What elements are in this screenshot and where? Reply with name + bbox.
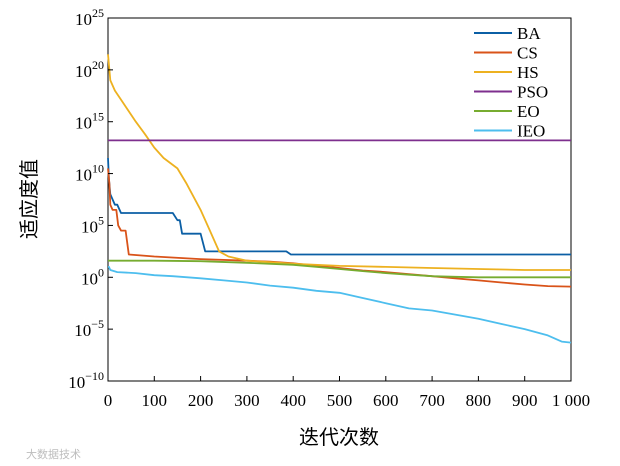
- y-axis-title: 适应度值: [17, 159, 41, 239]
- legend-label-ieo: IEO: [517, 122, 545, 141]
- x-tick-label: 400: [280, 391, 306, 410]
- y-tick-label: 1025: [75, 6, 104, 29]
- x-tick-label: 200: [188, 391, 214, 410]
- legend-label-eo: EO: [517, 102, 540, 121]
- legend-label-cs: CS: [517, 44, 538, 63]
- x-tick-label: 100: [142, 391, 168, 410]
- axes: 0 100 200 300 400 500 600 700 800 900 1 000 10−10 10…: [68, 6, 590, 410]
- series-line-eo: [108, 259, 571, 279]
- series-line-hs: [107, 54, 571, 271]
- legend-label-ba: BA: [517, 24, 541, 43]
- x-tick-label: 1 000: [552, 391, 590, 410]
- y-tick-label: 10−5: [74, 317, 104, 340]
- y-tick-label: 105: [81, 213, 104, 236]
- y-tick-label: 100: [81, 265, 104, 288]
- watermark-text: 大数据技术: [26, 447, 81, 461]
- y-tick-label: 1010: [75, 162, 104, 185]
- x-tick-label: 900: [512, 391, 538, 410]
- legend-label-pso: PSO: [517, 83, 548, 102]
- x-tick-label: 300: [234, 391, 260, 410]
- x-axis-title: 迭代次数: [299, 425, 379, 449]
- y-tick-label: 10−10: [68, 369, 104, 392]
- legend-label-hs: HS: [517, 63, 539, 82]
- series-line-ieo: [108, 266, 572, 344]
- x-tick-label: 500: [327, 391, 353, 410]
- x-tick-label: 0: [104, 391, 113, 410]
- series-lines: [107, 54, 572, 344]
- x-tick-label: 700: [419, 391, 445, 410]
- series-line-ba: [107, 157, 571, 256]
- y-tick-label: 1020: [75, 58, 104, 81]
- x-tick-label: 600: [373, 391, 399, 410]
- x-tick-label: 800: [466, 391, 492, 410]
- y-tick-label: 1015: [75, 110, 104, 133]
